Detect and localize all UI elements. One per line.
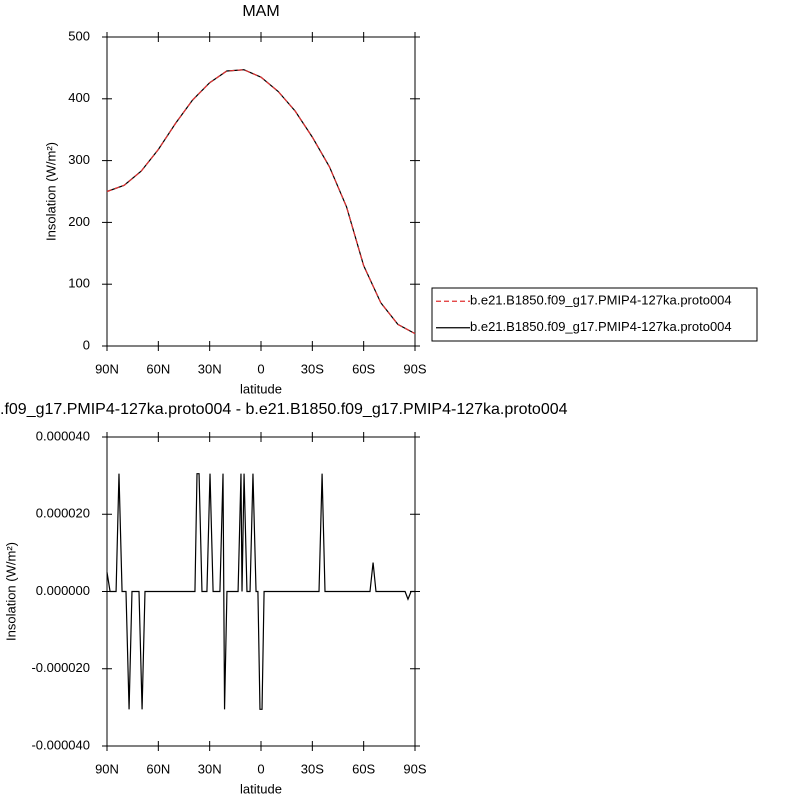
- data-line: [106, 69, 416, 335]
- plot-frame: [106, 36, 416, 347]
- x-tick-label: 30N: [198, 361, 222, 376]
- x-tick-label: 30S: [301, 761, 324, 776]
- x-tick-label: 90S: [403, 761, 426, 776]
- y-axis-label: Insolation (W/m²): [3, 542, 18, 641]
- legend-label: b.e21.B1850.f09_g17.PMIP4-127ka.proto004: [470, 319, 732, 334]
- y-tick-label: 0.000000: [36, 583, 90, 598]
- y-tick-label: 0.000020: [36, 506, 90, 521]
- x-tick-label: 0: [257, 361, 264, 376]
- y-tick-label: 400: [68, 90, 90, 105]
- y-tick-label: 100: [68, 276, 90, 291]
- x-tick-label: 60N: [146, 361, 170, 376]
- chart-title: .f09_g17.PMIP4-127ka.proto004 - b.e21.B1…: [0, 401, 568, 418]
- data-line: [106, 69, 416, 335]
- x-tick-label: 90N: [95, 761, 119, 776]
- x-tick-label: 0: [257, 761, 264, 776]
- x-tick-label: 60N: [146, 761, 170, 776]
- chart-title: MAM: [242, 3, 279, 20]
- data-line: [106, 473, 415, 710]
- y-tick-label: -0.000020: [31, 660, 90, 675]
- x-axis-label: latitude: [240, 381, 282, 396]
- y-tick-label: 0.000040: [36, 428, 90, 443]
- x-tick-label: 90N: [95, 361, 119, 376]
- y-tick-label: -0.000040: [31, 737, 90, 752]
- x-tick-label: 30N: [198, 761, 222, 776]
- x-tick-label: 30S: [301, 361, 324, 376]
- legend-box: [431, 287, 758, 342]
- legend-label: b.e21.B1850.f09_g17.PMIP4-127ka.proto004: [470, 293, 732, 308]
- y-tick-label: 300: [68, 152, 90, 167]
- x-tick-label: 60S: [352, 761, 375, 776]
- x-tick-label: 60S: [352, 361, 375, 376]
- y-axis-label: Insolation (W/m²): [43, 142, 58, 241]
- x-tick-label: 90S: [403, 361, 426, 376]
- x-axis-label: latitude: [240, 781, 282, 796]
- y-tick-label: 0: [83, 337, 90, 352]
- y-tick-label: 500: [68, 28, 90, 43]
- y-tick-label: 200: [68, 214, 90, 229]
